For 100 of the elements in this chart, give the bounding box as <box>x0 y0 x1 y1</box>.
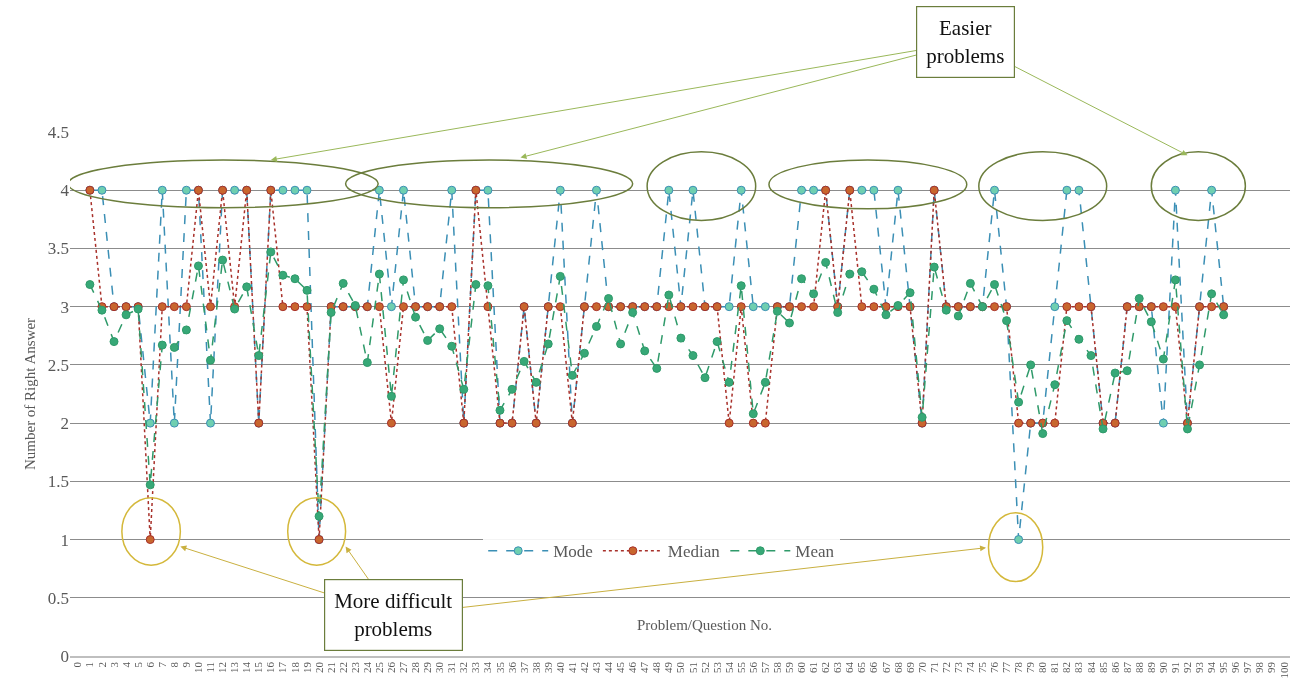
x-tick-label: 50 <box>674 661 687 673</box>
x-tick-label: 94 <box>1205 661 1218 673</box>
y-tick-label: 2 <box>60 414 69 434</box>
x-tick-label: 24 <box>360 661 373 673</box>
x-tick-label: 57 <box>758 661 771 673</box>
x-tick-label: 77 <box>1000 661 1013 673</box>
x-tick-label: 93 <box>1193 661 1206 673</box>
x-tick-label: 72 <box>939 661 952 673</box>
x-tick-label: 66 <box>867 661 880 673</box>
x-tick-label: 20 <box>312 661 325 673</box>
x-tick-label: 69 <box>903 661 916 673</box>
legend-label: Mode <box>553 542 593 562</box>
x-tick-label: 46 <box>626 661 639 673</box>
x-tick-label: 25 <box>372 661 385 673</box>
x-tick-label: 79 <box>1024 661 1037 673</box>
x-tick-label: 78 <box>1012 661 1025 673</box>
x-tick-label: 71 <box>927 661 940 673</box>
x-tick-label: 100 <box>1277 661 1290 679</box>
x-tick-label: 33 <box>469 661 482 673</box>
x-tick-label: 63 <box>831 661 844 673</box>
x-tick-label: 67 <box>879 661 892 673</box>
x-tick-label: 99 <box>1265 661 1278 673</box>
x-tick-label: 64 <box>843 661 856 673</box>
x-tick-label: 80 <box>1036 661 1049 673</box>
x-tick-label: 15 <box>252 661 265 673</box>
x-tick-label: 35 <box>493 661 506 673</box>
x-tick-label: 96 <box>1229 661 1242 673</box>
x-tick-label: 42 <box>577 661 590 673</box>
x-tick-label: 68 <box>891 661 904 673</box>
x-tick-label: 83 <box>1072 661 1085 673</box>
x-tick-label: 91 <box>1168 661 1181 673</box>
x-tick-label: 74 <box>963 661 976 673</box>
x-tick-label: 32 <box>457 661 470 673</box>
x-tick-label: 73 <box>951 661 964 673</box>
x-tick-label: 45 <box>614 661 627 673</box>
x-tick-label: 9 <box>179 661 192 668</box>
legend-label: Mean <box>795 542 835 562</box>
y-tick-label: 3.5 <box>47 239 69 259</box>
y-tick-label: 0.5 <box>47 588 69 608</box>
x-tick-label: 4 <box>119 661 132 668</box>
x-tick-label: 60 <box>795 661 808 673</box>
x-tick-label: 19 <box>300 661 313 673</box>
x-tick-label: 39 <box>541 661 554 673</box>
x-tick-label: 18 <box>288 661 301 673</box>
x-tick-label: 76 <box>988 661 1001 673</box>
x-tick-label: 51 <box>686 661 699 673</box>
x-tick-label: 6 <box>143 661 156 668</box>
x-tick-label: 86 <box>1108 661 1121 673</box>
x-tick-label: 98 <box>1253 661 1266 673</box>
x-tick-label: 87 <box>1120 661 1133 673</box>
text: Easier problems <box>926 16 1005 68</box>
x-tick-label: 16 <box>264 661 277 673</box>
x-tick-label: 40 <box>553 661 566 673</box>
x-tick-label: 43 <box>590 661 603 673</box>
x-tick-label: 30 <box>433 661 446 673</box>
x-tick-label: 5 <box>131 661 144 668</box>
x-tick-label: 27 <box>397 661 410 673</box>
x-tick-label: 36 <box>505 661 518 673</box>
annotation: More difficult problems <box>334 589 453 641</box>
x-tick-label: 1 <box>83 661 96 668</box>
x-tick-label: 3 <box>107 661 120 668</box>
x-tick-label: 59 <box>783 661 796 673</box>
x-tick-label: 85 <box>1096 661 1109 673</box>
x-tick-label: 61 <box>807 661 820 673</box>
x-tick-label: 52 <box>698 661 711 673</box>
x-tick-label: 8 <box>167 661 180 668</box>
x-tick-label: 97 <box>1241 661 1254 673</box>
x-tick-label: 14 <box>240 661 253 673</box>
y-tick-label: 3 <box>60 297 69 317</box>
x-tick-label: 23 <box>348 661 361 673</box>
x-tick-label: 55 <box>734 661 747 673</box>
x-tick-label: 0 <box>71 661 84 668</box>
x-axis-title: Problem/Question No. <box>637 617 772 633</box>
x-tick-label: 26 <box>385 661 398 673</box>
x-tick-label: 53 <box>710 661 723 673</box>
x-tick-label: 22 <box>336 661 349 673</box>
x-tick-label: 38 <box>529 661 542 673</box>
x-tick-label: 49 <box>662 661 675 673</box>
y-axis-title: Number of Right Answer <box>22 317 38 471</box>
x-tick-label: 2 <box>95 661 108 668</box>
x-tick-label: 13 <box>228 661 241 673</box>
x-tick-label: 95 <box>1217 661 1230 673</box>
x-tick-label: 10 <box>192 661 205 673</box>
x-tick-label: 88 <box>1132 661 1145 673</box>
x-tick-label: 17 <box>276 661 289 673</box>
x-tick-label: 58 <box>770 661 783 673</box>
x-tick-label: 21 <box>324 661 337 673</box>
x-tick-label: 81 <box>1048 661 1061 673</box>
y-tick-label: 1.5 <box>47 472 69 492</box>
x-tick-label: 48 <box>650 661 663 673</box>
y-tick-label: 1 <box>60 530 69 550</box>
x-tick-label: 11 <box>204 661 217 673</box>
x-tick-label: 90 <box>1156 661 1169 673</box>
x-tick-label: 28 <box>409 661 422 673</box>
x-tick-label: 34 <box>481 661 494 673</box>
x-tick-label: 41 <box>565 661 578 673</box>
x-tick-label: 12 <box>216 661 229 673</box>
x-tick-label: 89 <box>1144 661 1157 673</box>
x-tick-label: 56 <box>746 661 759 673</box>
x-tick-label: 44 <box>602 661 615 673</box>
